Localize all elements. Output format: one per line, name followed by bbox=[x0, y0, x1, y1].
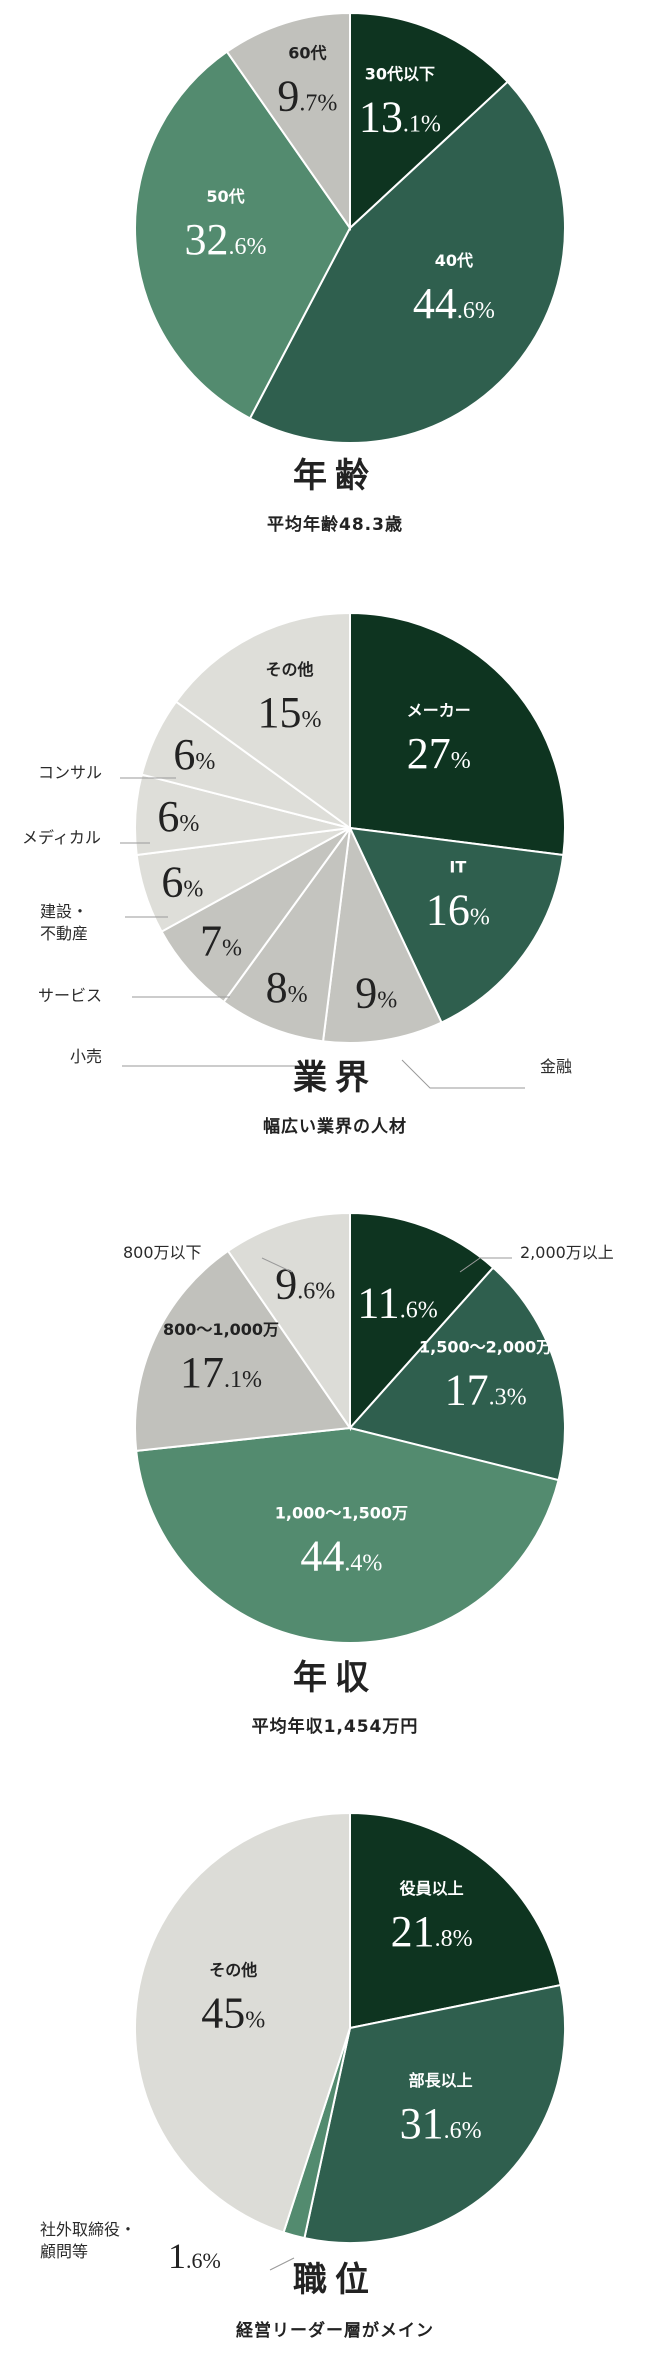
age-chart-subtitle: 平均年齢48.3歳 bbox=[267, 515, 403, 535]
slice-callout-label: 小売 bbox=[70, 1047, 102, 1066]
slice-value: 9.6% bbox=[275, 1259, 335, 1308]
slice-value: 16% bbox=[426, 885, 490, 934]
callout-line bbox=[459, 1257, 512, 1273]
slice-value: 9% bbox=[355, 969, 397, 1018]
pie-slice bbox=[349, 11, 510, 231]
pie-slice bbox=[225, 11, 351, 232]
callout-line bbox=[269, 2257, 295, 2271]
pie-slice bbox=[226, 1211, 351, 1432]
position-chart-subtitle: 経営リーダー層がメイン bbox=[236, 2321, 434, 2341]
slice-label: 40代 bbox=[435, 251, 473, 270]
pie-slice bbox=[349, 1811, 562, 2030]
slice-value: 21.8% bbox=[391, 1907, 473, 1956]
pie-labels: 11.6% 2,000万以上 1,500～2,000万 17.3% 1,000～1,50… bbox=[123, 1243, 614, 1580]
pie-slice bbox=[349, 611, 566, 857]
pie-slice bbox=[349, 1211, 495, 1431]
slice-value: 13.1% bbox=[359, 93, 441, 142]
pie-slice bbox=[248, 80, 566, 444]
age-chart-title: 年齢 bbox=[293, 456, 377, 496]
slice-callout-label: 建設・ bbox=[40, 902, 88, 921]
slice-value: 44.6% bbox=[413, 279, 495, 328]
pie-slices bbox=[134, 1811, 566, 2244]
age-chart-section: 30代以下 13.1% 40代 44.6% 50代 32.6% 60代 9.7% 年齢 平均年… bbox=[0, 0, 670, 560]
slice-label: 役員以上 bbox=[400, 1879, 464, 1898]
slice-label: 1,000～1,500万 bbox=[275, 1503, 408, 1522]
slice-label: 部長以上 bbox=[409, 2071, 473, 2090]
slice-value: 32.6% bbox=[185, 215, 267, 264]
slice-label: その他 bbox=[265, 660, 313, 679]
slice-callout-label: 800万以下 bbox=[123, 1243, 202, 1262]
pie-slice bbox=[174, 611, 351, 830]
slice-label: IT bbox=[449, 857, 466, 876]
slice-callout-label: サービス bbox=[38, 986, 102, 1005]
slice-value: 6% bbox=[173, 730, 215, 779]
pie-slice bbox=[222, 827, 351, 1043]
slice-value: 31.6% bbox=[400, 2099, 482, 2148]
pie-slice bbox=[348, 1266, 566, 1482]
pie-labels: 30代以下 13.1% 40代 44.6% 50代 32.6% 60代 9.7% bbox=[185, 44, 495, 328]
income-chart-title: 年収 bbox=[293, 1658, 377, 1698]
slice-value: 17.1% bbox=[180, 1348, 262, 1397]
slice-value: 7% bbox=[200, 917, 242, 966]
pie-labels: 役員以上 21.8% 部長以上 31.6% 社外取締役・顧問等 1.6% その他 45% bbox=[40, 1879, 482, 2276]
slice-value: 17.3% bbox=[445, 1365, 527, 1414]
slice-label: 30代以下 bbox=[365, 65, 435, 84]
slice-label: 1,500～2,000万 bbox=[419, 1337, 552, 1356]
slice-value: 6% bbox=[157, 792, 199, 841]
slice-label: メーカー bbox=[407, 701, 471, 720]
slice-value: 8% bbox=[266, 963, 308, 1012]
slice-callout-label: 金融 bbox=[540, 1057, 572, 1076]
slice-callout-label: メディカル bbox=[22, 828, 101, 847]
slice-callout-label: コンサル bbox=[38, 763, 102, 782]
income-chart-subtitle: 平均年収1,454万円 bbox=[251, 1717, 419, 1737]
slice-value: 44.4% bbox=[300, 1531, 382, 1580]
slice-label: 800～1,000万 bbox=[163, 1320, 279, 1339]
slice-value: 1.6% bbox=[168, 2236, 221, 2276]
industry-chart-title: 業界 bbox=[293, 1058, 377, 1098]
pie-slices bbox=[134, 611, 566, 1044]
industry-chart-section: メーカー 27% IT 16% 9% 金融 8% 小売 7% サービス 6% 建設・不動産 6% メディカ… bbox=[0, 600, 670, 1160]
slice-callout-label: 社外取締役・ bbox=[40, 2220, 136, 2239]
pie-slice bbox=[348, 826, 565, 1024]
slice-value: 15% bbox=[257, 688, 321, 737]
slice-value: 6% bbox=[161, 857, 203, 906]
pie-slices bbox=[134, 11, 566, 444]
slice-value: 9.7% bbox=[277, 72, 337, 121]
pie-slices bbox=[134, 1211, 566, 1644]
pie-slice bbox=[321, 824, 443, 1044]
slice-label: 60代 bbox=[288, 44, 326, 63]
pie-slice bbox=[134, 1249, 352, 1453]
pie-slice bbox=[134, 1811, 351, 2234]
pie-slice bbox=[135, 1426, 560, 1644]
position-chart-title: 職位 bbox=[293, 2260, 377, 2300]
income-pie-chart: 11.6% 2,000万以上 1,500～2,000万 17.3% 1,000～1,50… bbox=[123, 1211, 614, 1644]
slice-value: 45% bbox=[201, 1989, 265, 2038]
income-chart-section: 11.6% 2,000万以上 1,500～2,000万 17.3% 1,000～1,50… bbox=[0, 1200, 670, 1760]
pie-slice bbox=[303, 1983, 566, 2244]
age-pie-chart: 30代以下 13.1% 40代 44.6% 50代 32.6% 60代 9.7% bbox=[134, 11, 566, 444]
slice-value: 11.6% bbox=[357, 1278, 437, 1327]
slice-label: その他 bbox=[209, 1961, 257, 1980]
industry-chart-subtitle: 幅広い業界の人材 bbox=[263, 1117, 407, 1137]
slice-callout-label: 2,000万以上 bbox=[520, 1243, 614, 1262]
slice-callout-label: 顧問等 bbox=[40, 2242, 88, 2261]
industry-pie-chart: メーカー 27% IT 16% 9% 金融 8% 小売 7% サービス 6% 建設・不動産 6% メディカ… bbox=[22, 611, 572, 1089]
slice-label: 50代 bbox=[206, 187, 244, 206]
slice-callout-label: 不動産 bbox=[40, 924, 88, 943]
callout-line bbox=[401, 1059, 525, 1089]
pie-slice bbox=[134, 50, 352, 420]
position-chart-section: 役員以上 21.8% 部長以上 31.6% 社外取締役・ 顧問等 1.6% その他 45% 職位… bbox=[0, 1800, 670, 2376]
position-pie-chart: 役員以上 21.8% 部長以上 31.6% 社外取締役・顧問等 1.6% その他 45% bbox=[40, 1811, 566, 2276]
slice-value: 27% bbox=[407, 729, 471, 778]
callout-line bbox=[261, 1257, 293, 1273]
pie-labels: メーカー 27% IT 16% 9% 金融 8% 小売 7% サービス 6% 建設・不動産 6% メディカ… bbox=[22, 660, 572, 1089]
